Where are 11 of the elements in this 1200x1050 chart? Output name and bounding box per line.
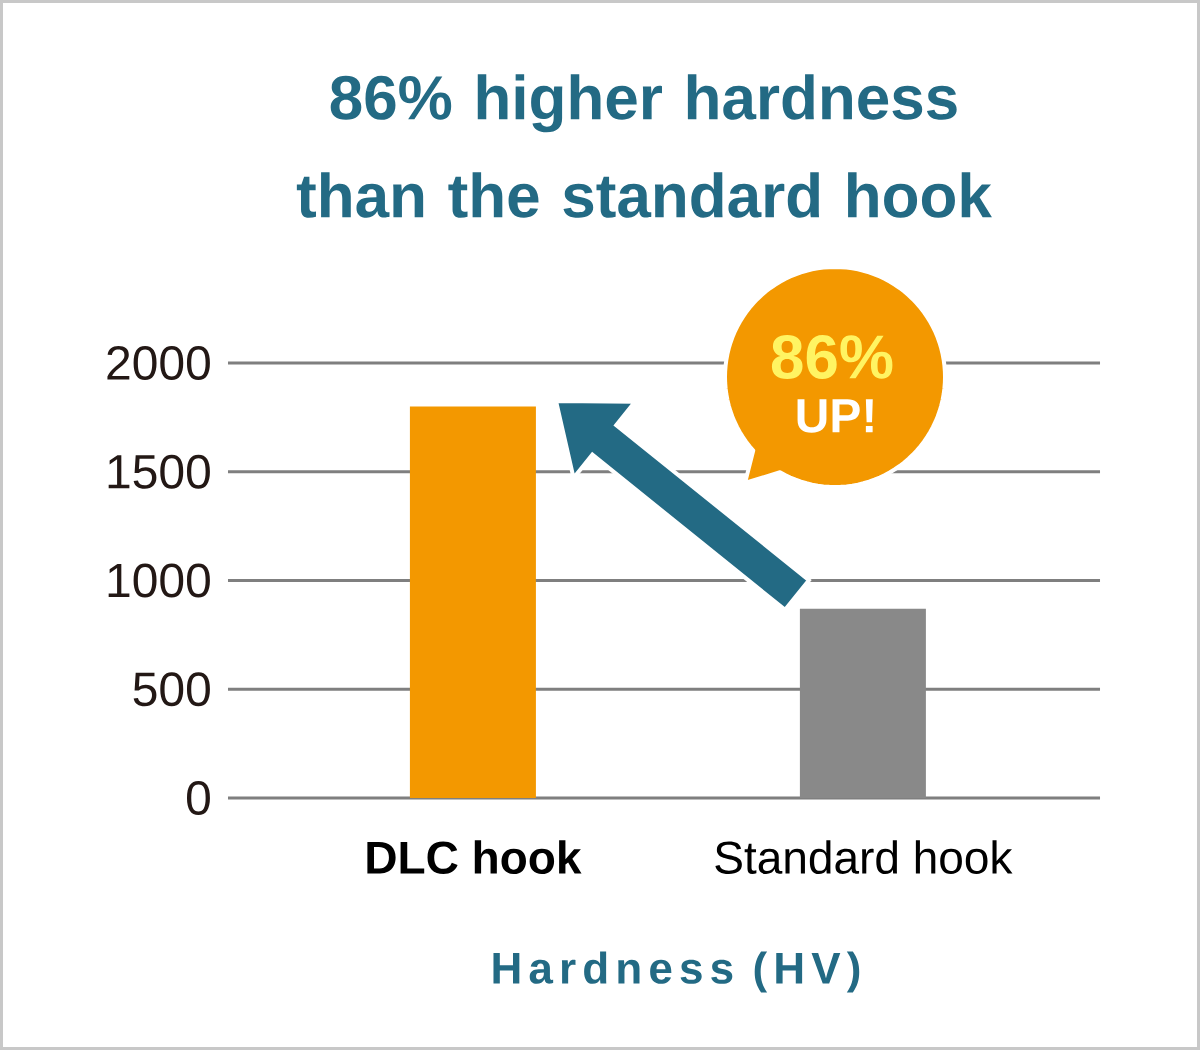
y-tick-label: 0: [186, 781, 210, 815]
y-tick-label: 1000: [108, 563, 210, 598]
x-axis-title: Hardness (HV): [493, 951, 860, 993]
x-tick-label: DLC hook: [367, 840, 582, 874]
annotation: 86%: [771, 335, 893, 379]
y-tick-label: 2000: [107, 346, 210, 380]
annotation: UP!: [797, 399, 873, 433]
y-tick-label: 1500: [108, 454, 210, 489]
chart-title: 86% higher hardness than the standard hook: [296, 74, 992, 218]
y-tick-label: 500: [133, 672, 210, 707]
x-tick-label: Standard hook: [715, 840, 1013, 874]
